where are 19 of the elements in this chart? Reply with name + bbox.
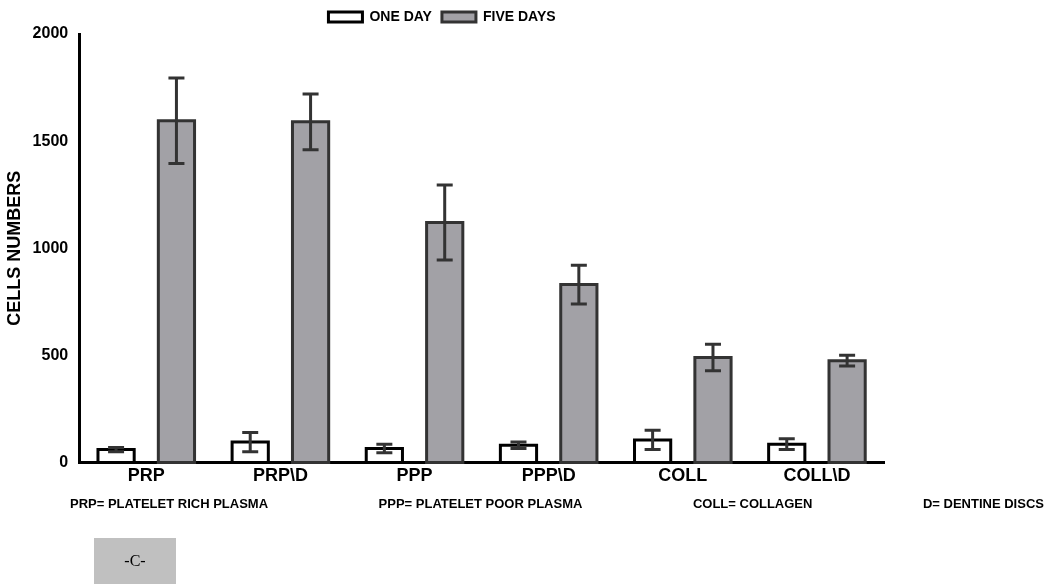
y-tick-label: 2000 — [32, 24, 69, 42]
x-tick-label: PPP — [396, 465, 433, 486]
legend-label: FIVE DAYS — [482, 7, 556, 24]
text: D= DENTINE DISCS — [922, 496, 1044, 511]
x-tick-label: PRP — [127, 465, 165, 486]
text: PPP= PLATELET POOR PLASMA — [378, 496, 583, 511]
y-tick-label: 0 — [59, 452, 69, 470]
x-tick-label: PPP\D — [521, 465, 576, 486]
y-tick-label: 500 — [41, 345, 69, 363]
legend-label: ONE DAY — [369, 7, 433, 24]
text: PRP= PLATELET RICH PLASMA — [70, 496, 269, 511]
x-tick-label: PRP\D — [252, 465, 308, 486]
text: -C- — [124, 552, 146, 570]
text: COLL= COLLAGEN — [692, 496, 813, 511]
y-axis-title: CELLS NUMBERS — [3, 170, 24, 326]
y-tick-label: 1000 — [32, 238, 69, 256]
x-tick-label: COLL — [658, 465, 708, 486]
x-tick-label: COLL\D — [783, 465, 851, 486]
y-tick-label: 1500 — [32, 131, 69, 149]
